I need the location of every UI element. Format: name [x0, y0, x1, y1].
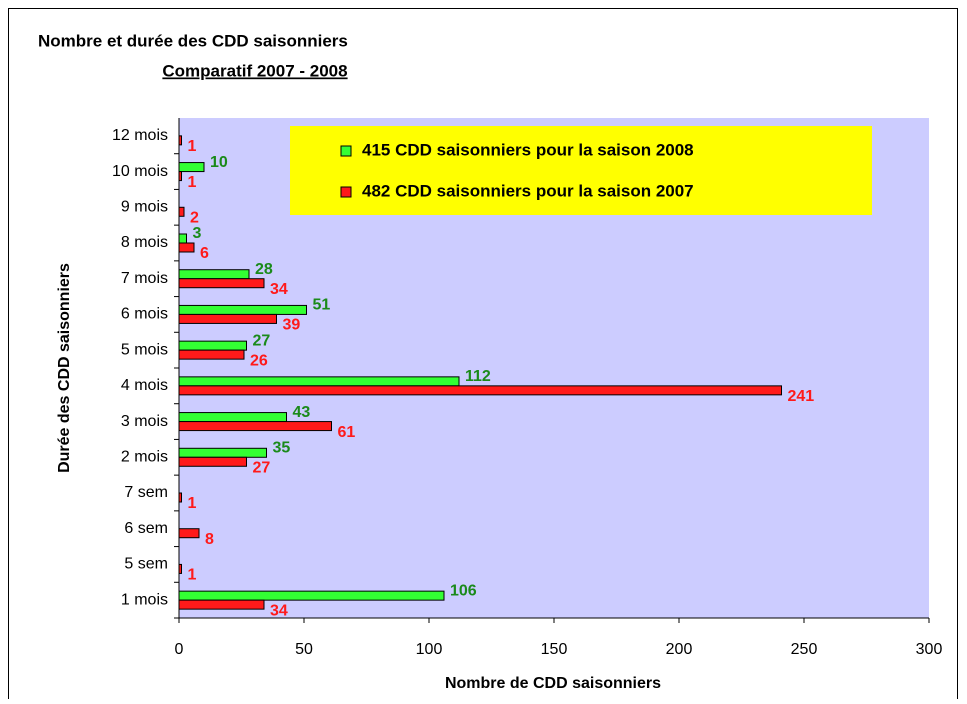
x-tick-label: 150 — [541, 641, 568, 658]
data-label: 106 — [450, 582, 477, 599]
data-label: 26 — [250, 352, 268, 369]
data-label: 112 — [465, 368, 491, 385]
bar — [178, 349, 245, 360]
y-tick-label: 12 mois — [112, 127, 168, 144]
legend-label: 415 CDD saisonniers pour la saison 2008 — [362, 140, 694, 159]
legend-marker — [340, 145, 352, 157]
x-axis-label: Nombre de CDD saisonniers — [445, 675, 661, 692]
data-label: 27 — [253, 332, 271, 349]
data-label: 61 — [338, 424, 356, 441]
chart-title: Nombre et durée des CDD saisonniers — [38, 31, 348, 50]
bar — [178, 206, 185, 217]
bar — [178, 135, 182, 146]
data-label: 1 — [188, 495, 197, 512]
data-label: 1 — [188, 174, 197, 191]
data-label: 10 — [210, 154, 228, 171]
y-tick-label: 4 mois — [121, 377, 168, 394]
bar — [178, 171, 182, 182]
bar — [178, 162, 205, 173]
x-tick-label: 100 — [416, 641, 443, 658]
data-label: 35 — [273, 440, 291, 457]
data-label: 34 — [270, 602, 288, 619]
y-tick-label: 2 mois — [121, 449, 168, 466]
y-tick-label: 3 mois — [121, 413, 168, 430]
bar — [178, 590, 445, 601]
y-tick-label: 5 mois — [121, 341, 168, 358]
x-tick-label: 50 — [295, 641, 313, 658]
data-label: 6 — [200, 245, 209, 262]
data-label: 51 — [313, 297, 331, 314]
y-tick-label: 6 mois — [121, 306, 168, 323]
y-tick-label: 8 mois — [121, 234, 168, 251]
data-label: 39 — [283, 317, 301, 334]
data-label: 27 — [253, 460, 271, 477]
y-tick-label: 7 mois — [121, 270, 168, 287]
data-label: 34 — [270, 281, 288, 298]
legend-marker — [340, 186, 352, 198]
x-tick-label: 200 — [666, 641, 693, 658]
bar — [178, 313, 277, 324]
data-label: 1 — [188, 138, 197, 155]
x-tick-label: 0 — [175, 641, 184, 658]
bar — [178, 599, 265, 610]
bar — [178, 385, 782, 396]
bar — [178, 376, 460, 387]
bar — [178, 233, 187, 244]
legend-label: 482 CDD saisonniers pour la saison 2007 — [362, 181, 694, 200]
y-tick-label: 5 sem — [124, 556, 168, 573]
bar — [178, 528, 200, 539]
bar — [178, 278, 265, 289]
chart-subtitle: Comparatif 2007 - 2008 — [162, 61, 347, 80]
bar — [178, 242, 195, 253]
legend-box — [290, 126, 872, 215]
bar — [178, 563, 182, 574]
data-label: 8 — [205, 531, 214, 548]
bar — [178, 269, 250, 280]
y-tick-label: 6 sem — [124, 520, 168, 537]
y-tick-label: 7 sem — [124, 484, 168, 501]
bar — [178, 447, 267, 458]
bar — [178, 304, 307, 315]
data-label: 3 — [193, 225, 202, 242]
bar — [178, 492, 182, 503]
x-tick-label: 250 — [791, 641, 818, 658]
bar — [178, 456, 247, 467]
y-axis-label: Durée des CDD saisonniers — [56, 263, 73, 473]
data-label: 241 — [788, 388, 815, 405]
data-label: 1 — [188, 567, 197, 584]
bar — [178, 421, 332, 432]
y-tick-label: 9 mois — [121, 199, 168, 216]
data-label: 2 — [190, 210, 199, 227]
y-tick-label: 10 mois — [112, 163, 168, 180]
x-tick-label: 300 — [916, 641, 943, 658]
y-tick-label: 1 mois — [121, 591, 168, 608]
data-label: 28 — [255, 261, 273, 278]
bar — [178, 340, 247, 351]
data-label: 43 — [293, 404, 311, 421]
bar — [178, 412, 287, 423]
